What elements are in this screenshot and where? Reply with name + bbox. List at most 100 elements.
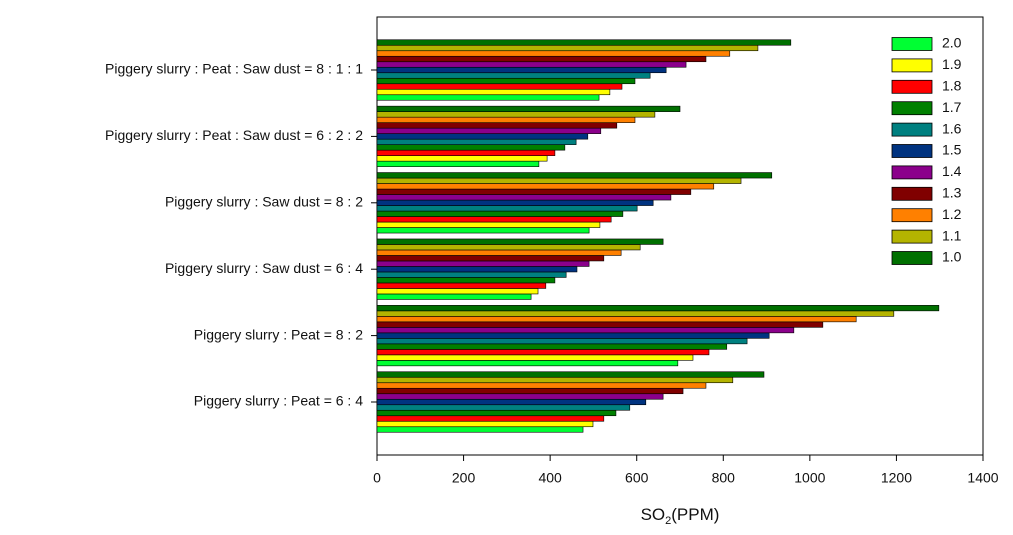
bar (376, 338, 748, 345)
bar (376, 50, 731, 57)
y-tick-label: Piggery slurry : Peat = 8 : 2 (194, 326, 363, 342)
bar (376, 371, 765, 378)
bar (376, 105, 681, 112)
bar (376, 398, 647, 406)
legend-label: 1.8 (942, 78, 962, 94)
legend-label: 1.6 (942, 120, 962, 136)
bar (376, 127, 602, 134)
bar (376, 238, 664, 245)
bar (376, 266, 578, 273)
bar (376, 409, 617, 417)
x-label-main: SO (641, 505, 666, 524)
bar (376, 288, 539, 295)
legend-label: 1.2 (942, 206, 962, 222)
bar (376, 144, 566, 151)
bar (376, 188, 692, 195)
legend-label: 1.7 (942, 99, 962, 115)
y-tick-label: Piggery slurry : Peat : Saw dust = 6 : 2… (105, 127, 363, 143)
bar (376, 44, 759, 52)
bar (376, 172, 773, 179)
bar (376, 332, 770, 339)
bar (376, 327, 795, 334)
bar (376, 155, 548, 162)
legend-swatch (891, 122, 933, 137)
bar (376, 83, 623, 90)
legend-swatch (891, 229, 933, 244)
x-label-sub: 2 (665, 515, 671, 527)
x-tick-label: 0 (373, 470, 381, 486)
bar (376, 199, 654, 206)
x-tick-label: 1400 (967, 470, 998, 486)
legend-swatch (891, 79, 933, 94)
bar (376, 55, 707, 63)
bar (376, 183, 715, 190)
bar (376, 149, 556, 156)
bar (376, 404, 631, 411)
bar (376, 393, 664, 400)
legend-swatch (891, 144, 933, 158)
bar (376, 376, 734, 384)
bar (376, 277, 556, 284)
bar (376, 310, 895, 317)
legend-label: 1.0 (942, 249, 962, 265)
plot-frame (376, 16, 984, 456)
bar (376, 177, 742, 184)
bar (376, 255, 605, 262)
legend-swatch (891, 101, 933, 116)
bar (376, 271, 567, 278)
bar (376, 72, 651, 79)
bar (376, 39, 792, 46)
bar (376, 249, 622, 256)
legend-swatch (891, 251, 933, 265)
bar (376, 210, 624, 217)
x-tick-label: 600 (625, 470, 649, 486)
legend-swatch (891, 37, 933, 51)
x-axis-label: SO2(PPM) (641, 505, 720, 526)
legend-label: 1.3 (942, 185, 962, 201)
x-label-unit: (PPM) (671, 505, 719, 524)
bar (376, 122, 618, 129)
bar (376, 194, 672, 201)
bar (376, 61, 687, 68)
bar (376, 420, 594, 428)
y-tick-label: Piggery slurry : Peat = 6 : 4 (194, 393, 363, 409)
bar (376, 216, 612, 223)
bar (376, 227, 590, 234)
x-tick-label: 800 (712, 470, 736, 486)
bar (376, 138, 577, 145)
y-tick-label: Piggery slurry : Peat : Saw dust = 8 : 1… (105, 61, 363, 77)
bar (376, 387, 684, 395)
bar (376, 426, 584, 433)
y-tick-label: Piggery slurry : Saw dust = 8 : 2 (165, 194, 363, 210)
bar (376, 354, 694, 361)
bar (376, 77, 636, 85)
x-tick-label: 400 (538, 470, 562, 486)
bar (376, 111, 656, 118)
bar (376, 293, 532, 300)
bar (376, 343, 728, 350)
bar (376, 305, 940, 312)
x-tick-label: 1000 (794, 470, 825, 486)
bar (376, 116, 636, 123)
legend-swatch (891, 208, 933, 223)
x-tick-label: 1200 (881, 470, 912, 486)
bar (376, 244, 641, 251)
bar (376, 321, 824, 328)
legend-label: 1.4 (942, 163, 962, 179)
bar (376, 160, 540, 167)
legend-swatch (891, 58, 933, 73)
legend-label: 1.5 (942, 142, 962, 158)
bar (376, 316, 857, 323)
x-tick-label: 200 (452, 470, 476, 486)
legend-swatch (891, 165, 933, 180)
bar (376, 382, 707, 389)
bar (376, 66, 667, 74)
bar (376, 88, 611, 96)
legend-swatch (891, 186, 933, 201)
legend-label: 1.1 (942, 227, 962, 243)
bar (376, 205, 638, 212)
bar (376, 349, 710, 356)
legend-label: 1.9 (942, 56, 962, 72)
bar (376, 360, 679, 367)
